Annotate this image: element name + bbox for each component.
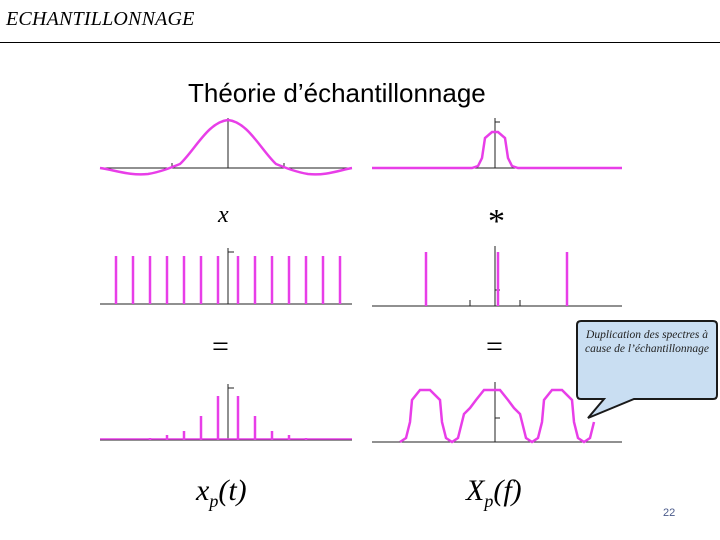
page-number: 22 [663, 507, 676, 519]
multiply-operator: x [218, 202, 229, 228]
callout-bubble [576, 320, 718, 419]
equals-operator-freq: = [486, 330, 503, 363]
header-divider [0, 42, 720, 43]
callout-text: Duplication des spectres à cause de l’éc… [585, 329, 709, 355]
dirac-comb-freq-plot [372, 246, 622, 307]
dirac-comb-time-plot [100, 248, 352, 305]
section-header: ECHANTILLONNAGE [6, 8, 195, 30]
signal-time-plot [99, 118, 353, 176]
duplicated-spectrum-label: Xp(f) [466, 474, 522, 511]
convolution-operator: * [488, 203, 505, 240]
equals-operator-time: = [212, 330, 229, 363]
spectrum-freq-plot [372, 118, 622, 170]
sampled-signal-label: xp(t) [196, 474, 247, 511]
duplicated-spectrum-freq-plot [372, 382, 622, 444]
slide-title: Théorie d’échantillonnage [188, 78, 486, 108]
sampled-signal-time-plot [100, 384, 352, 441]
